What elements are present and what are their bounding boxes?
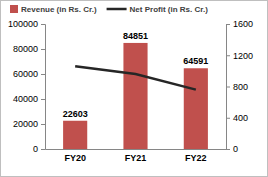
bar [123, 43, 147, 149]
marks [63, 43, 208, 149]
tick-mark [41, 124, 45, 125]
tick: 1200 [226, 51, 253, 61]
tick: FY22 [185, 149, 207, 163]
tick-label: 20000 [13, 119, 38, 129]
tick-label: 60000 [13, 69, 38, 79]
tick: 60000 [13, 69, 45, 79]
tick: 1600 [226, 19, 253, 29]
tick-mark [226, 55, 230, 56]
tick-label: 800 [233, 82, 248, 92]
tick-mark [41, 74, 45, 75]
tick-label: FY21 [125, 153, 147, 163]
line [75, 66, 196, 89]
tick-label: 0 [33, 144, 38, 154]
tick: FY21 [125, 149, 147, 163]
tick-mark [226, 149, 230, 150]
tick-mark [226, 24, 230, 25]
axis-line [41, 25, 46, 150]
axis-line [46, 149, 227, 150]
data-label: 84851 [123, 31, 148, 41]
y2-axis: 0 400 800 1200 1600 [226, 19, 253, 154]
tick: 40000 [13, 94, 45, 104]
axis-line [227, 25, 231, 150]
chart-border [1, 1, 268, 177]
tick-mark [226, 87, 230, 88]
legend-swatch [10, 5, 18, 13]
legend-label: Revenue (in Rs. Cr.) [21, 5, 97, 14]
chart: 0 20000 40000 60000 80000 100000 0 400 800 1200 16… [0, 0, 268, 177]
tick-label: 0 [233, 144, 238, 154]
tick-label: 100000 [8, 19, 38, 29]
bar [63, 121, 87, 149]
tick: 80000 [13, 44, 45, 54]
tick-mark [41, 99, 45, 100]
tick: 400 [226, 113, 248, 123]
tick-mark [226, 118, 230, 119]
data-label: 22603 [63, 109, 88, 119]
tick: 0 [33, 144, 45, 154]
tick-label: FY20 [64, 153, 86, 163]
tick-mark [41, 24, 45, 25]
legend-label: Net Profit (in Rs. Cr.) [130, 5, 209, 14]
legend: Revenue (in Rs. Cr.) Net Profit (in Rs. C… [10, 5, 208, 14]
data-label: 64591 [183, 56, 208, 66]
legend-swatch [107, 8, 127, 11]
tick-label: 400 [233, 113, 248, 123]
x-axis: FY20 FY21 FY22 [46, 149, 227, 163]
tick-label: 1600 [233, 19, 253, 29]
tick: FY20 [64, 149, 86, 163]
data-labels: 22603 84851 64591 [63, 31, 209, 119]
tick-label: 40000 [13, 94, 38, 104]
y-axis: 0 20000 40000 60000 80000 100000 [8, 19, 46, 154]
tick: 100000 [8, 19, 45, 29]
tick-mark [41, 49, 45, 50]
tick: 20000 [13, 119, 45, 129]
tick-label: 1200 [233, 51, 253, 61]
bar [184, 68, 208, 149]
tick-label: FY22 [185, 153, 207, 163]
tick: 0 [226, 144, 238, 154]
plot: 0 20000 40000 60000 80000 100000 0 400 800 1200 16… [8, 19, 253, 163]
tick: 800 [226, 82, 248, 92]
tick-label: 80000 [13, 44, 38, 54]
tick-mark [41, 149, 45, 150]
